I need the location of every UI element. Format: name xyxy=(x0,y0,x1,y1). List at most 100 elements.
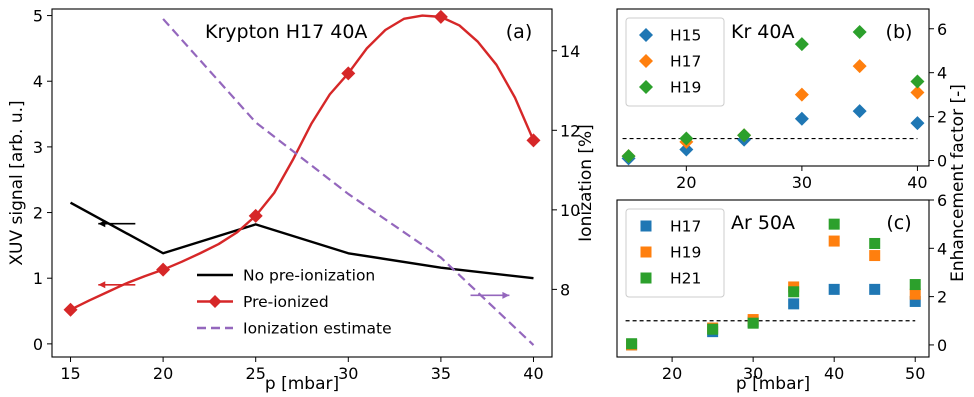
panel-a-legend: No pre-ionization Pre-ionized Ionization e… xyxy=(197,267,392,338)
a-arrow-1-head xyxy=(98,281,106,289)
a-x-tick-label: 35 xyxy=(431,364,451,383)
panel-b: 20 30 40 0 2 4 6 H15 H17 H19 Kr 40A (b) xyxy=(616,8,947,192)
c-point-h19 xyxy=(869,250,881,262)
a-legend-label: No pre-ionization xyxy=(243,267,375,285)
c-point-h21 xyxy=(626,338,638,350)
c-legend-label: H19 xyxy=(670,244,701,262)
a-x-tick-label: 25 xyxy=(246,364,266,383)
b-y-tick-label: 2 xyxy=(937,108,947,127)
c-point-h17 xyxy=(869,283,881,295)
panel-c-plot-area xyxy=(625,218,921,351)
c-point-h17 xyxy=(909,295,921,307)
c-x-tick-label: 50 xyxy=(905,364,925,383)
b-point-h15 xyxy=(852,104,867,119)
c-y-tick-label: 2 xyxy=(937,288,947,307)
b-legend-label: H15 xyxy=(670,27,701,45)
a-series-line-0 xyxy=(69,201,534,280)
b-legend-marker xyxy=(639,28,653,42)
b-point-h17 xyxy=(910,85,925,100)
c-point-h21 xyxy=(707,323,719,335)
c-point-h21 xyxy=(788,286,800,298)
b-legend-marker xyxy=(639,80,653,94)
a-y2-tick-label: 10 xyxy=(560,201,580,220)
b-legend-marker xyxy=(639,54,653,68)
panel-b-title: Kr 40A xyxy=(731,21,795,43)
panel-a-letter: (a) xyxy=(506,21,532,43)
c-point-h17 xyxy=(788,298,800,310)
panel-b-y-ticks: 0 2 4 6 xyxy=(929,20,947,171)
a-arrow-2-head xyxy=(502,291,510,299)
panel-c: 20 30 40 50 0 2 4 6 H17 H19 H21 Ar 50A (c) p [mb… xyxy=(616,191,947,394)
a-series-1-marker xyxy=(433,9,448,24)
b-point-h17 xyxy=(852,59,867,74)
a-y2-tick-label: 8 xyxy=(560,280,570,299)
a-x-tick-label: 15 xyxy=(60,364,80,383)
panel-b-x-ticks: 20 30 40 xyxy=(676,166,928,192)
panel-c-x-ticks: 20 30 40 50 xyxy=(662,357,925,383)
c-point-h21 xyxy=(909,279,921,291)
a-x-tick-label: 30 xyxy=(338,364,358,383)
panel-b-frame xyxy=(616,8,930,167)
c-legend-marker xyxy=(640,272,652,284)
a-legend-label: Ionization estimate xyxy=(243,320,392,338)
a-legend-label: Pre-ionized xyxy=(243,293,329,311)
b-point-h19 xyxy=(910,74,925,89)
panel-a-y2-ticks: 8 10 12 14 xyxy=(552,42,580,299)
panel-c-letter: (c) xyxy=(886,212,911,234)
a-y2-tick-label: 12 xyxy=(560,121,580,140)
panel-a-x-label: p [mbar] xyxy=(265,374,339,394)
a-series-1-marker xyxy=(63,302,78,317)
panel-b-plot-area xyxy=(621,25,925,166)
panel-b-letter: (b) xyxy=(886,21,913,43)
b-legend-box xyxy=(625,17,725,107)
a-series-1-marker xyxy=(156,262,171,277)
b-y-tick-label: 4 xyxy=(937,64,947,83)
c-point-h19 xyxy=(828,235,840,247)
b-y-tick-label: 0 xyxy=(937,152,947,171)
a-series-line-2 xyxy=(162,18,535,346)
c-legend-marker xyxy=(640,220,652,232)
a-y-tick-label: 0 xyxy=(33,335,43,354)
b-point-h19 xyxy=(679,131,694,146)
b-point-h15 xyxy=(910,116,925,131)
panel-a-y2-label: Ionization [%] xyxy=(576,124,596,242)
a-arrow-0-head xyxy=(98,220,106,228)
a-series-1-marker xyxy=(526,133,541,148)
b-legend-label: H17 xyxy=(670,53,701,71)
a-y-tick-label: 5 xyxy=(33,7,43,26)
c-point-h21 xyxy=(869,237,881,249)
b-legend-label: H19 xyxy=(670,79,701,97)
c-legend-label: H21 xyxy=(670,270,701,288)
a-y-tick-label: 1 xyxy=(33,269,43,288)
c-point-h17 xyxy=(828,283,840,295)
b-point-h15 xyxy=(794,111,809,126)
b-y-tick-label: 6 xyxy=(937,20,947,39)
a-series-1-marker xyxy=(341,66,356,81)
enhancement-y-label: Enhancement factor [-] xyxy=(948,84,968,282)
c-legend-marker xyxy=(640,246,652,258)
panel-c-y-ticks: 0 2 4 6 xyxy=(929,191,947,355)
b-x-tick-label: 30 xyxy=(792,173,812,192)
panel-c-legend: H17 H19 H21 xyxy=(625,208,725,298)
b-x-tick-label: 20 xyxy=(676,173,696,192)
b-point-h19 xyxy=(621,149,636,164)
a-legend-marker xyxy=(208,295,222,308)
a-y-tick-label: 2 xyxy=(33,204,43,223)
c-x-tick-label: 40 xyxy=(824,364,844,383)
b-point-h15 xyxy=(679,142,694,157)
panel-a-y-label: XUV signal [arb. u.] xyxy=(7,100,27,265)
a-y2-tick-label: 14 xyxy=(560,42,580,61)
c-point-h19 xyxy=(909,288,921,300)
a-x-tick-label: 20 xyxy=(153,364,173,383)
b-point-h17 xyxy=(794,87,809,102)
b-x-tick-label: 40 xyxy=(907,173,927,192)
panel-b-legend: H15 H17 H19 xyxy=(625,17,725,107)
c-x-tick-label: 20 xyxy=(662,364,682,383)
a-y-tick-label: 3 xyxy=(33,138,43,157)
c-point-h21 xyxy=(747,317,759,329)
a-series-line-1 xyxy=(69,14,535,311)
a-x-tick-label: 40 xyxy=(523,364,543,383)
c-y-tick-label: 6 xyxy=(937,191,947,210)
